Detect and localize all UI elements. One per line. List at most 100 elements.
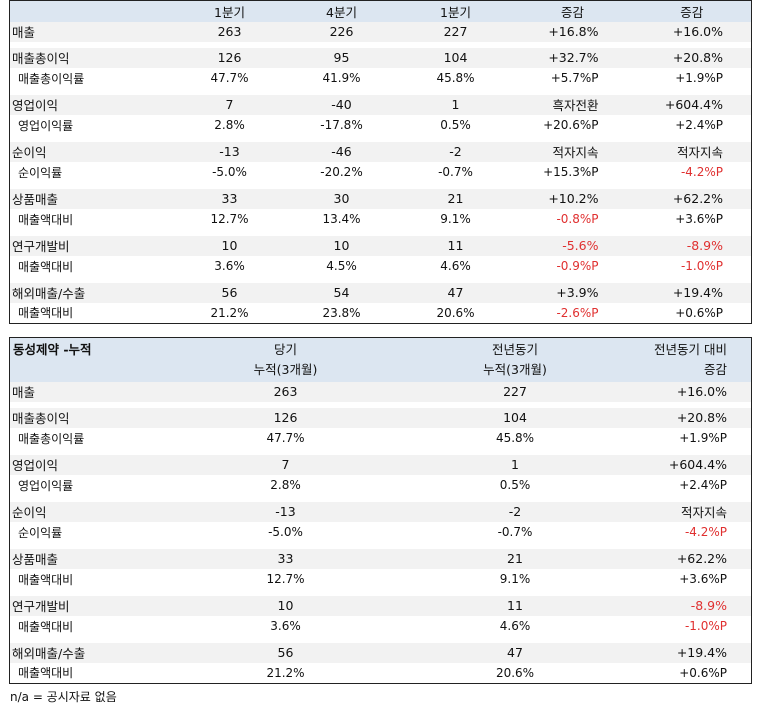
table-cell: 3.6% [270,619,301,633]
table-cell: 47.7% [210,71,249,85]
table-cell: -8.9% [686,238,723,253]
table-cell: +604.4% [664,97,723,112]
table-subrow: 매출총이익률 47.7% 41.9% 45.8% +5.7%P +1.9%P [9,67,752,89]
header-cell: 1분기 [214,4,245,20]
row-label: 영업이익 [12,458,59,473]
table-cell: 95 [333,50,350,65]
table-cell: -40 [331,97,352,112]
spacer-cell [9,41,752,48]
table-cell: 126 [273,410,298,425]
table-subrow: 매출액대비 21.2% 23.8% 20.6% -2.6%P +0.6%P [9,302,752,324]
spacer-cell [9,448,752,455]
table-cell: +62.2% [676,551,727,566]
table-cell: 20.6% [436,305,475,320]
table-cell: -1.0%P [680,259,723,273]
table-cell: 41.9% [322,71,361,85]
header-line: 누적(3개월) [253,362,318,377]
table-cell: +20.6%P [543,118,599,132]
row-label: 매출총이익률 [18,71,85,86]
table-cell: -4.2%P [684,525,727,539]
table-cell: 2.8% [270,478,301,492]
table-cell: -46 [331,144,352,159]
table-cell: 21.2% [210,305,249,320]
table-cell: +1.9%P [675,71,723,85]
table-cell: 30 [333,191,350,206]
spacer-cell [9,636,752,643]
table-row: 매출총이익 126 104 +20.8% [9,407,752,428]
table-cell: 54 [333,285,350,300]
row-label: 매출액대비 [18,666,74,681]
spacer-cell [9,542,752,549]
row-label: 매출총이익률 [18,431,85,446]
table-cell: +16.0% [676,384,727,399]
spacer-cell [9,182,752,189]
row-label: 영업이익률 [18,118,74,133]
row-label: 매출총이익 [12,51,70,66]
table-cell: -4.2%P [680,165,723,179]
table-row: 연구개발비 10 11 -8.9% [9,595,752,616]
row-spacer [9,401,752,408]
table-cell: -0.9%P [556,259,599,273]
header-cell: 1분기 [440,4,471,20]
table-title: 동성제약 -누적 [13,342,92,357]
table-cell: 1 [451,97,460,112]
header-cell: 증감 [680,4,704,20]
table-cell: 11 [447,238,464,253]
table-cell: 2.8% [214,118,245,132]
header-blank [10,1,175,22]
row-spacer [9,636,752,643]
table-cell: 9.1% [499,572,531,586]
table-cell: +3.9% [556,285,599,300]
row-label: 해외매출/수출 [12,646,86,661]
table-cell: 126 [217,50,242,65]
table-cell: 11 [507,598,523,613]
table-cell: +3.6%P [679,572,727,586]
row-label: 연구개발비 [12,239,70,254]
header-line: 당기 [273,342,297,357]
table-cell: 23.8% [322,305,361,320]
table-row: 매출 263 226 227 +16.8% +16.0% [9,21,752,42]
row-spacer [9,276,752,283]
table-cell: -13 [275,504,296,519]
table-subrow: 영업이익률 2.8% 0.5% +2.4%P [9,474,752,496]
header-line: 전년동기 대비 [654,342,727,357]
table-cell: 7 [225,97,234,112]
row-label: 순이익 [12,145,47,160]
table-cell: -8.9% [690,598,727,613]
table-cell: 10 [277,598,294,613]
row-label: 연구개발비 [12,599,70,614]
header-cell: 당기 누적(3개월) [175,338,397,382]
table-row: 해외매출/수출 56 54 47 +3.9% +19.4% [9,282,752,303]
table-cell: 263 [217,24,242,39]
table-cell: 47 [507,645,523,660]
table-header-row: 동성제약 -누적 당기 누적(3개월) 전년동기 누적(3개월) 전년동기 대비… [9,337,752,382]
spacer-cell [9,135,752,142]
table-cell: 20.6% [495,665,535,680]
footnote: n/a = 공시자료 없음 [10,690,117,704]
row-label: 매출액대비 [18,212,74,227]
table-cell: -2.6%P [556,305,599,320]
spacer-cell [9,229,752,236]
table-cell: +32.7% [548,50,599,65]
row-label: 매출액대비 [18,306,74,321]
table-cell: 적자지속 [676,145,723,160]
quarterly-table: 1분기 4분기 1분기 증감 증감 매출 263 226 227 +16.8% +16.0… [9,0,752,324]
row-label: 영업이익률 [18,478,74,493]
row-label: 매출 [12,385,36,400]
table-cell: 10 [221,238,238,253]
table-cell: -13 [219,144,240,159]
header-cell: 전년동기 대비 증감 [634,338,752,382]
table-header-row: 1분기 4분기 1분기 증감 증감 [9,0,752,22]
table-cell: 12.7% [210,212,249,226]
table-cell: 21.2% [266,665,305,680]
table-row: 순이익 -13 -46 -2 적자지속 적자지속 [9,141,752,162]
row-spacer [9,41,752,48]
row-spacer [9,135,752,142]
table-cell: +19.4% [672,285,723,300]
table-row: 영업이익 7 1 +604.4% [9,454,752,475]
row-label: 매출총이익 [12,411,70,426]
table-cell: 흑자전환 [552,98,599,113]
table-cell: 47.7% [266,431,305,445]
header-cell: 전년동기 누적(3개월) [397,338,634,382]
table-row: 해외매출/수출 56 47 +19.4% [9,642,752,663]
